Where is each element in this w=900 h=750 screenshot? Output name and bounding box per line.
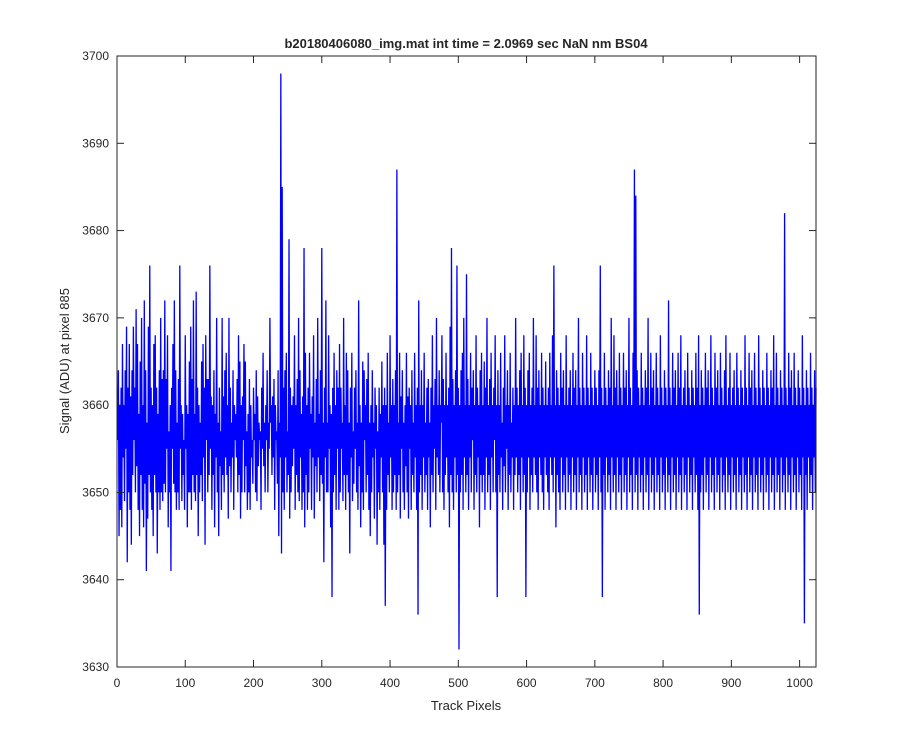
tick-layer: 0 100 200 300 400 500 600 700 800 900 1000 3630 3640… [82,49,816,690]
x-tick-label: 1000 [786,676,813,690]
y-tick-label: 3690 [82,136,109,150]
y-tick-label: 3650 [82,485,109,499]
chart-title: b20180406080_img.mat int time = 2.0969 s… [284,36,648,51]
series-layer [117,73,817,650]
y-tick-label: 3660 [82,398,109,412]
x-tick-label: 700 [585,676,605,690]
y-tick-label: 3700 [82,49,109,63]
y-tick-label: 3640 [82,573,109,587]
x-tick-label: 600 [517,676,537,690]
x-tick-label: 900 [721,676,741,690]
y-tick-label: 3680 [82,224,109,238]
x-tick-label: 400 [380,676,400,690]
x-tick-label: 100 [175,676,195,690]
y-tick-label: 3630 [82,660,109,674]
x-tick-label: 0 [114,676,121,690]
x-tick-label: 200 [244,676,264,690]
y-axis-label: Signal (ADU) at pixel 885 [57,288,72,434]
x-axis-label: Track Pixels [431,698,502,713]
x-tick-label: 500 [448,676,468,690]
signal-series-line [117,73,817,650]
y-tick-label: 3670 [82,311,109,325]
x-tick-label: 300 [312,676,332,690]
plot-box [116,55,817,668]
x-tick-label: 800 [653,676,673,690]
